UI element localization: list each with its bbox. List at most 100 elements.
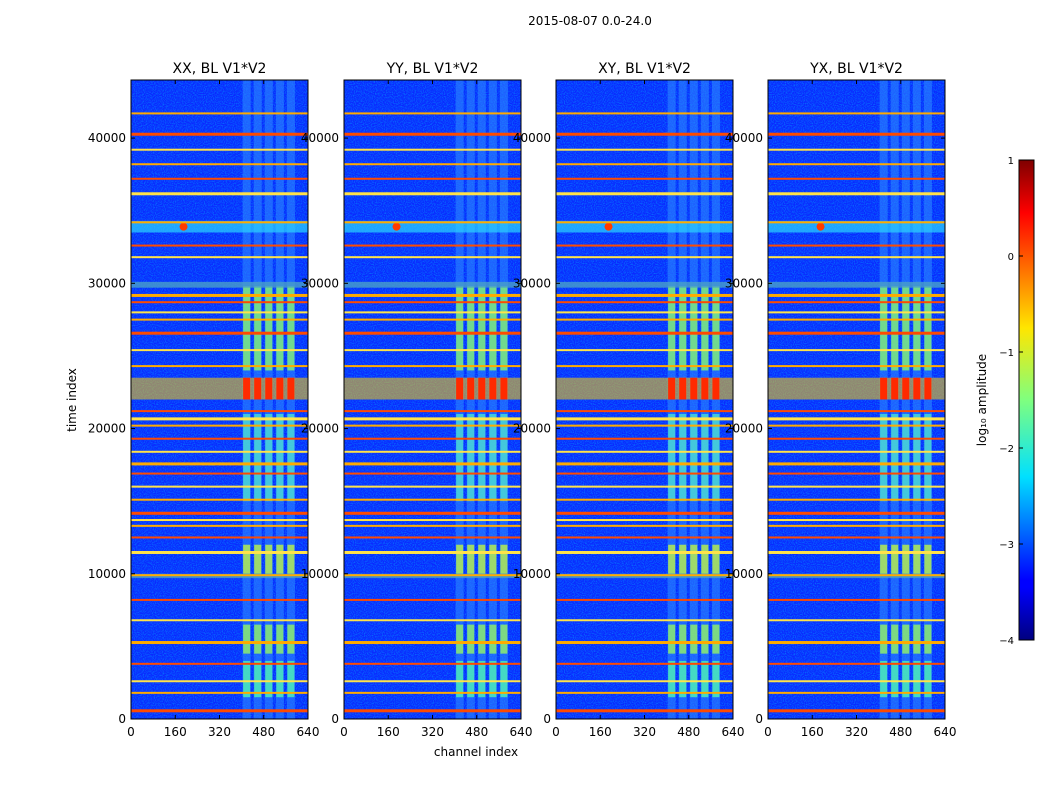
x-tick-label: 480: [677, 725, 700, 739]
hot-block: [913, 377, 921, 400]
rfi-line: [556, 256, 733, 259]
rfi-line: [768, 177, 945, 180]
rfi-line: [131, 410, 308, 413]
rfi-line: [556, 709, 733, 713]
signal-block: [701, 414, 709, 502]
signal-block: [243, 286, 251, 371]
signal-block: [478, 286, 486, 371]
x-tick-label: 160: [589, 725, 612, 739]
x-tick-label: 480: [465, 725, 488, 739]
rfi-line: [131, 485, 308, 488]
hot-block: [243, 377, 251, 400]
signal-block: [679, 544, 687, 574]
rfi-line: [131, 148, 308, 151]
rfi-line: [768, 132, 945, 136]
rfi-line: [556, 221, 733, 224]
rfi-line: [556, 437, 733, 440]
rfi-line: [344, 365, 521, 368]
rfi-line: [556, 331, 733, 335]
rfi-line: [131, 163, 308, 166]
rfi-line: [344, 524, 521, 527]
rfi-line: [556, 511, 733, 515]
rfi-line: [344, 619, 521, 622]
signal-block: [690, 544, 698, 574]
rfi-line: [344, 511, 521, 515]
rfi-line: [768, 221, 945, 224]
signal-block: [913, 414, 921, 502]
hot-block: [265, 377, 273, 400]
hot-block: [467, 377, 475, 400]
rfi-line: [131, 498, 308, 501]
rfi-line: [131, 112, 308, 115]
signal-block: [924, 660, 932, 698]
signal-block: [265, 624, 273, 654]
rfi-line: [344, 112, 521, 115]
signal-block: [478, 660, 486, 698]
signal-block: [265, 660, 273, 698]
rfi-line: [131, 550, 308, 554]
rfi-line: [768, 365, 945, 368]
signal-block: [276, 544, 284, 574]
hot-block: [891, 377, 899, 400]
x-tick-label: 640: [297, 725, 320, 739]
signal-block: [456, 414, 464, 502]
x-axis-label: channel index: [434, 745, 518, 759]
rfi-line: [556, 417, 733, 421]
rfi-line: [556, 691, 733, 694]
signal-block: [456, 544, 464, 574]
signal-block: [712, 660, 720, 698]
x-tick-label: 0: [552, 725, 560, 739]
rfi-line: [131, 301, 308, 304]
signal-block: [891, 660, 899, 698]
signal-block: [254, 286, 262, 371]
signal-block: [500, 286, 508, 371]
colorbar-tick-label: −2: [999, 444, 1014, 455]
rfi-line: [556, 301, 733, 304]
rfi-line: [344, 485, 521, 488]
x-tick-label: 0: [340, 725, 348, 739]
rfi-line: [556, 349, 733, 352]
y-tick-label: 0: [118, 712, 126, 726]
y-tick-label: 20000: [513, 422, 551, 436]
signal-block: [456, 624, 464, 654]
rfi-line: [344, 424, 521, 427]
signal-block: [276, 624, 284, 654]
signal-block: [924, 544, 932, 574]
y-tick-label: 30000: [725, 276, 763, 290]
signal-block: [243, 624, 251, 654]
burst-spot: [604, 222, 613, 231]
signal-block: [243, 414, 251, 502]
x-tick-label: 320: [208, 725, 231, 739]
y-tick-label: 10000: [513, 567, 551, 581]
rfi-line: [344, 192, 521, 196]
signal-block: [913, 624, 921, 654]
rfi-line: [768, 112, 945, 115]
rfi-line: [768, 598, 945, 601]
hot-block: [287, 377, 295, 400]
signal-block: [467, 286, 475, 371]
y-tick-label: 40000: [301, 131, 339, 145]
hot-band: [344, 377, 521, 400]
rfi-line: [556, 318, 733, 321]
signal-block: [679, 624, 687, 654]
hot-block: [478, 377, 486, 400]
rfi-line: [768, 424, 945, 427]
rfi-line: [768, 293, 945, 297]
rfi-line: [344, 536, 521, 539]
signal-block: [690, 414, 698, 502]
rfi-line: [131, 519, 308, 522]
y-axis-label: time index: [65, 368, 79, 432]
rfi-line: [768, 349, 945, 352]
rfi-line: [131, 349, 308, 352]
signal-block: [880, 414, 888, 502]
y-tick-label: 0: [331, 712, 339, 726]
rfi-line: [344, 519, 521, 522]
rfi-line: [768, 709, 945, 713]
signal-block: [712, 544, 720, 574]
x-tick-label: 0: [764, 725, 772, 739]
rfi-line: [131, 437, 308, 440]
rfi-line: [768, 462, 945, 466]
hot-block: [902, 377, 910, 400]
panel-2: YY, BL V1*V2 0 160 320 480 640 0 10000 20000 3000…: [301, 61, 533, 739]
